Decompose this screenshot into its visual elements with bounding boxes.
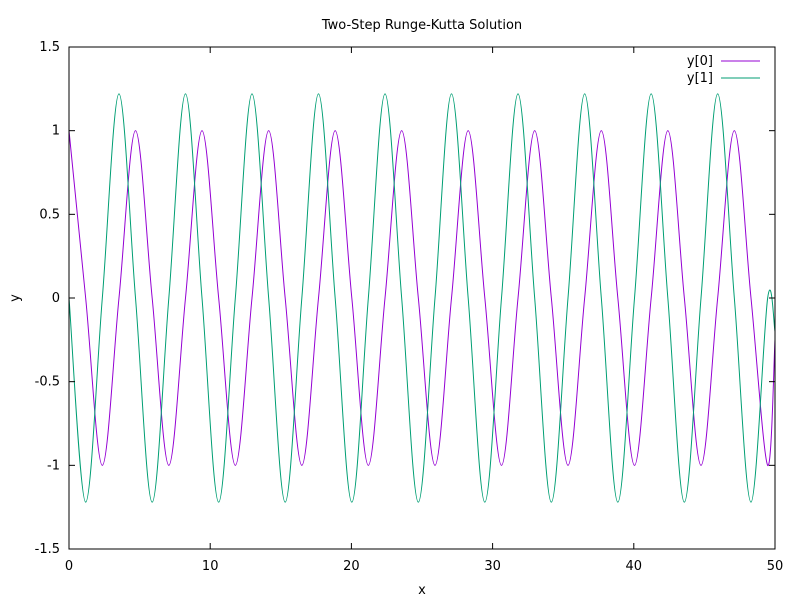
plot-frame	[68, 46, 776, 550]
y-tick-label: -0.5	[35, 375, 60, 390]
x-tick-label: 30	[484, 559, 501, 574]
x-tick-label: 20	[343, 559, 360, 574]
x-tick-label: 50	[767, 559, 784, 574]
x-tick-label: 40	[626, 559, 643, 574]
x-tick-label: 0	[65, 559, 73, 574]
series-layer	[68, 93, 776, 503]
y-axis-label: y	[8, 294, 23, 302]
y-tick-label: 1	[52, 124, 60, 139]
legend-label: y[0]	[687, 54, 713, 69]
legend: y[0] y[1]	[687, 54, 760, 86]
y-tick-label: 1.5	[39, 40, 60, 55]
y-tick-label: -1.5	[35, 542, 60, 557]
axis-ticks	[68, 46, 776, 550]
x-tick-label: 10	[202, 559, 219, 574]
y-tick-label: -1	[47, 458, 60, 473]
x-axis-label: x	[418, 583, 426, 598]
y-tick-label: 0	[52, 291, 60, 306]
y-tick-label: 0.5	[39, 207, 60, 222]
series-line-y0	[68, 130, 776, 466]
axis-tick-labels: 0 10 20 30 40 50 1.5 1 0.5 0 -0.5 -1 -1.5	[35, 40, 784, 574]
series-line-y1	[68, 93, 776, 503]
chart-title: Two-Step Runge-Kutta Solution	[321, 18, 522, 33]
legend-label: y[1]	[687, 71, 713, 86]
